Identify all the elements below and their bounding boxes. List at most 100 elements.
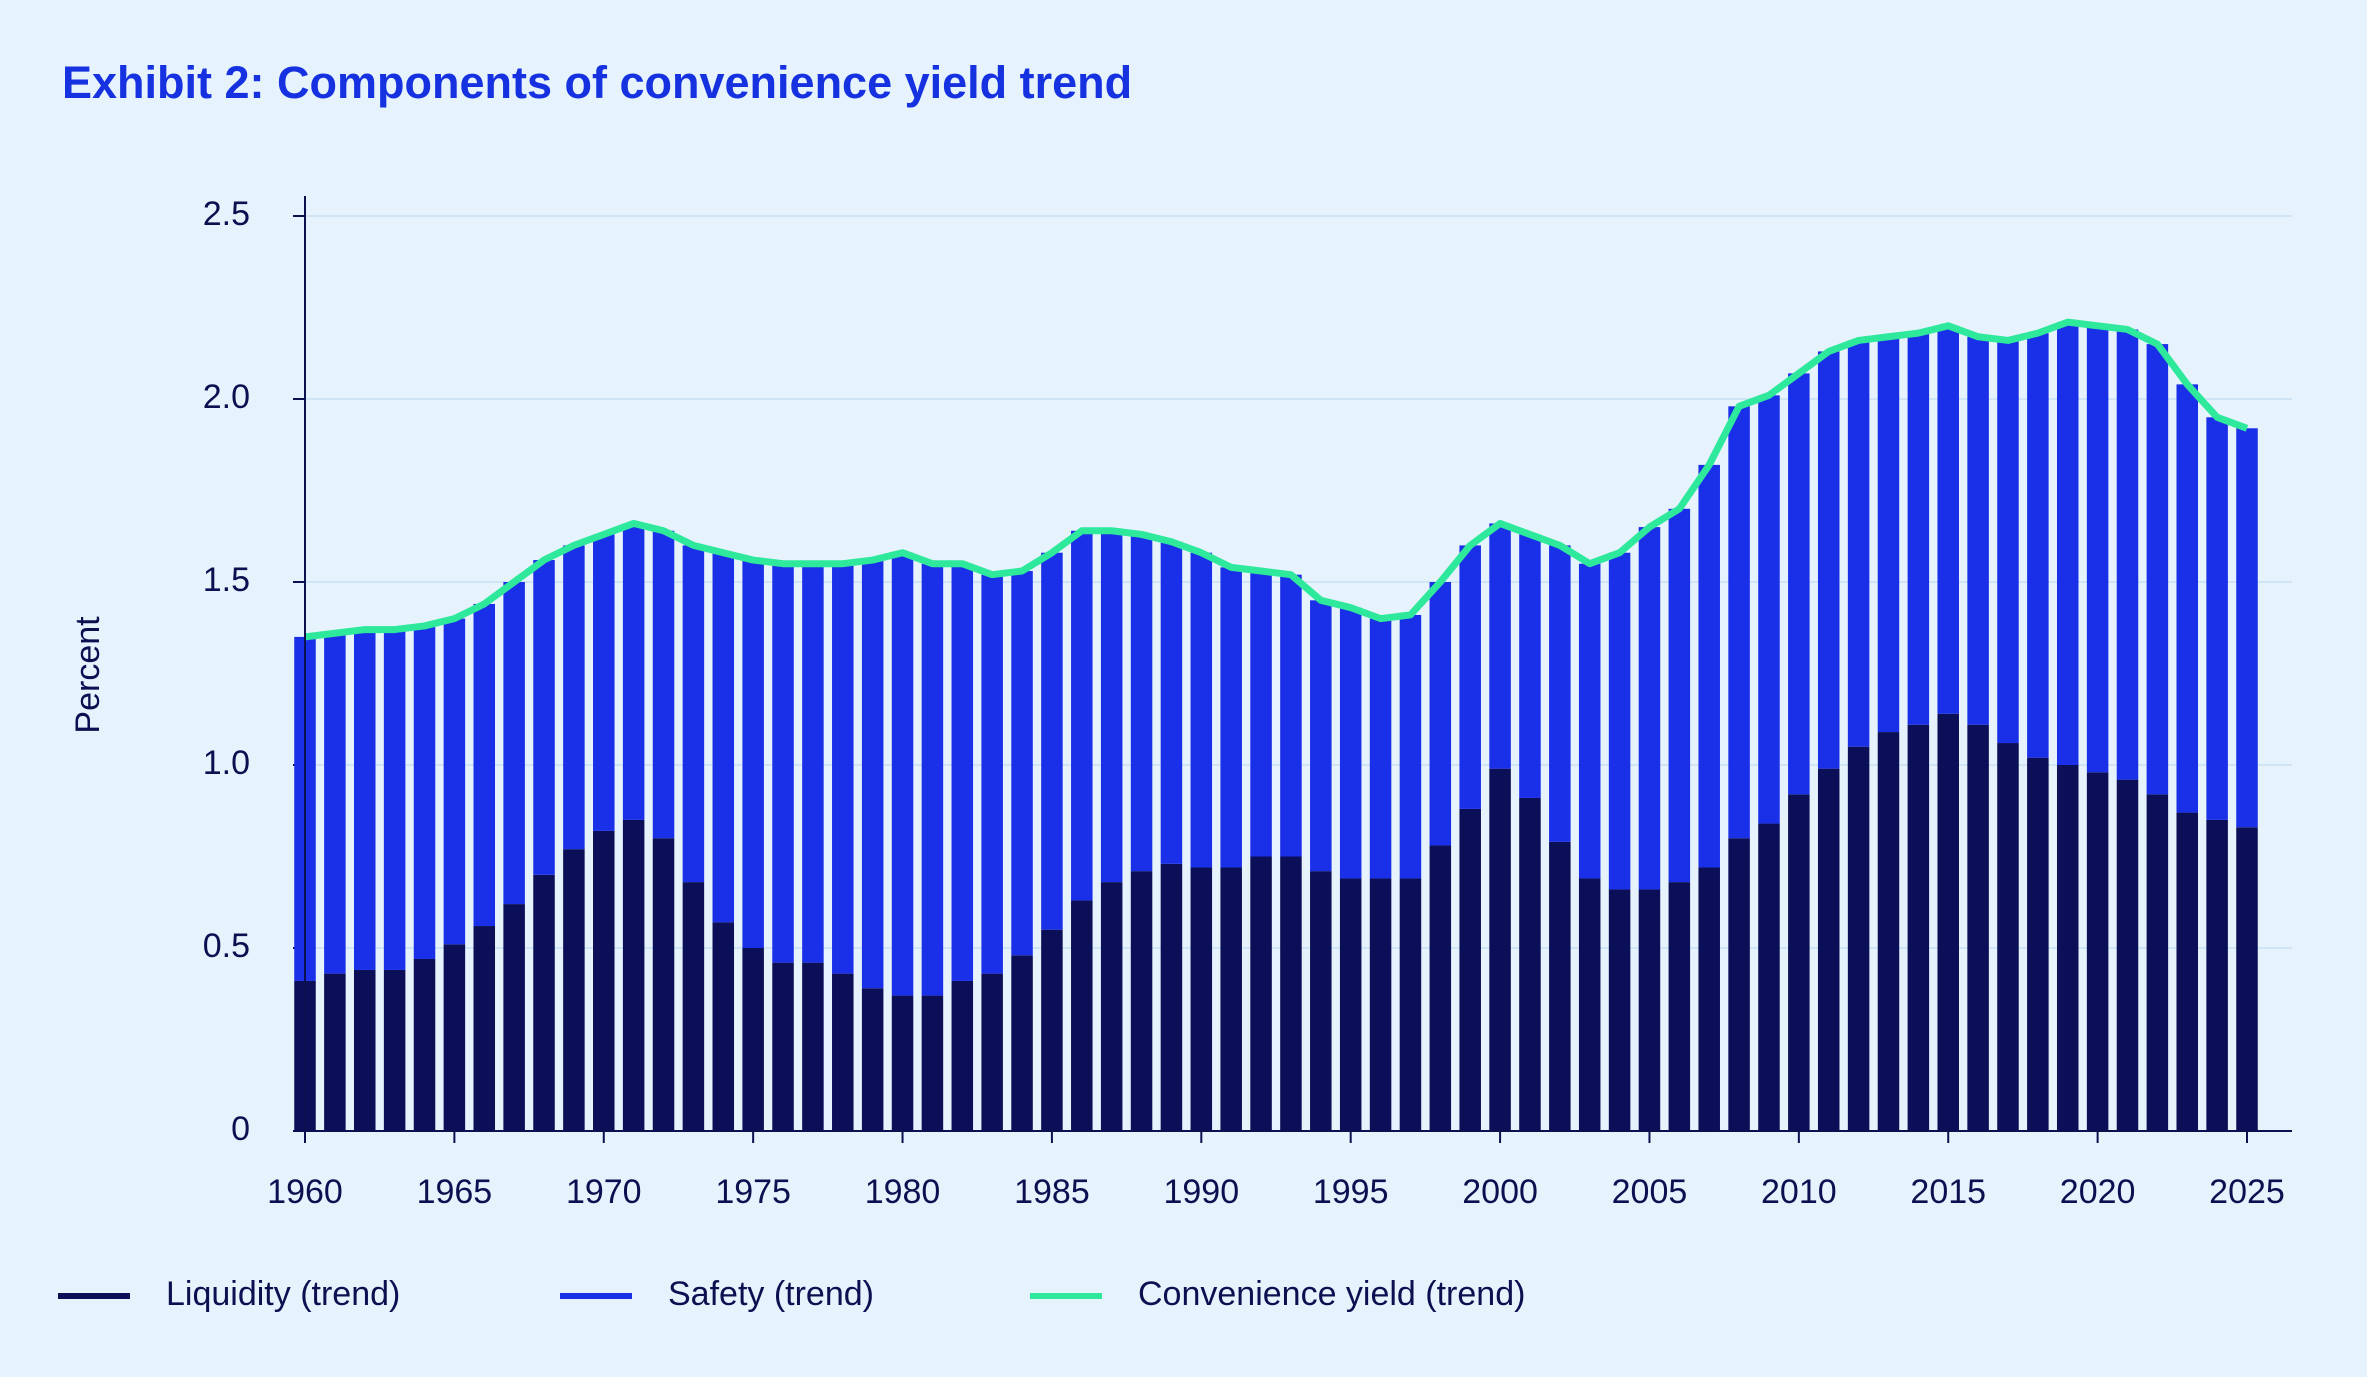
bar-segment	[413, 958, 436, 1131]
legend-label: Liquidity (trend)	[166, 1275, 400, 1313]
bar-segment	[1608, 552, 1631, 890]
x-tick-label: 1990	[1163, 1173, 1239, 1211]
bar-segment	[1011, 571, 1033, 956]
x-tick-label: 1960	[267, 1173, 343, 1211]
bar-segment	[1310, 871, 1332, 1131]
bar-segment	[682, 545, 705, 883]
bar-segment	[1220, 867, 1242, 1131]
y-tick-label: 2.5	[203, 195, 250, 233]
bar-segment	[473, 603, 496, 927]
x-tick-label: 2010	[1761, 1173, 1837, 1211]
x-tick-label: 2020	[2060, 1173, 2136, 1211]
bar-segment	[861, 988, 884, 1131]
bar-segment	[1578, 878, 1601, 1131]
bar-segment	[2027, 757, 2049, 1131]
x-tick-label: 2005	[1612, 1173, 1688, 1211]
bar-segment	[1399, 614, 1422, 879]
bar-segment	[1549, 545, 1571, 842]
bar-segment	[802, 563, 824, 963]
bar-segment	[2116, 329, 2139, 780]
bar-segment	[921, 995, 944, 1131]
x-tick-label: 1980	[865, 1173, 941, 1211]
bar-segment	[1519, 534, 1541, 798]
bar-segment	[2056, 765, 2079, 1131]
bar-segment	[1519, 797, 1541, 1131]
bar-segment	[353, 969, 376, 1131]
bar-segment	[1847, 340, 1870, 747]
y-tick-label: 1.5	[203, 561, 250, 599]
bar-segment	[1788, 373, 1810, 795]
bar-segment	[682, 882, 705, 1131]
bar-segment	[2176, 812, 2199, 1131]
bar-segment	[593, 534, 615, 831]
bar-segment	[1997, 743, 2019, 1131]
bar-segment	[383, 629, 406, 970]
bar-segment	[2146, 344, 2169, 795]
bar-segment	[2176, 384, 2199, 813]
bar-segment	[1967, 336, 1989, 725]
bar-segment	[353, 629, 376, 970]
bar-segment	[1280, 574, 1302, 857]
bar-segment	[832, 563, 854, 974]
bar-segment	[712, 552, 735, 923]
bar-segment	[742, 948, 764, 1131]
bar-segment	[622, 819, 645, 1131]
bar-segment	[1071, 900, 1093, 1131]
bar-segment	[1788, 794, 1810, 1131]
bar-segment	[1907, 333, 1930, 725]
bar-segment	[1668, 882, 1691, 1131]
bar-segment	[2116, 779, 2139, 1131]
bar-segment	[1997, 340, 2019, 744]
bar-segment	[593, 830, 615, 1131]
bar-segment	[622, 523, 645, 820]
x-tick-label: 1970	[566, 1173, 642, 1211]
bar-segment	[861, 560, 884, 989]
x-tick-label: 2015	[1910, 1173, 1986, 1211]
x-tick-label: 2025	[2209, 1173, 2285, 1211]
bar-segment	[1310, 600, 1332, 872]
bar-segment	[1041, 552, 1063, 930]
bar-segment	[1220, 567, 1242, 868]
bar-segment	[1907, 724, 1930, 1131]
bar-segment	[324, 633, 346, 974]
bar-segment	[1698, 867, 1720, 1131]
bar-segment	[891, 995, 914, 1131]
bar-segment	[1190, 867, 1213, 1131]
legend-label: Convenience yield (trend)	[1138, 1275, 1525, 1313]
bar-segment	[533, 560, 555, 875]
bar-segment	[563, 545, 585, 850]
bar-segment	[1130, 534, 1153, 872]
bar-segment	[1160, 863, 1183, 1131]
y-tick-label: 0	[231, 1110, 250, 1148]
bar-segment	[1190, 552, 1213, 868]
bar-segment	[1817, 768, 1840, 1131]
bar-segment	[1728, 406, 1750, 839]
bar-segment	[921, 563, 944, 996]
line	[304, 318, 2249, 641]
bar-segment	[652, 838, 675, 1131]
x-tick-label: 1995	[1313, 1173, 1389, 1211]
bar-segment	[1250, 856, 1272, 1131]
bar-segment	[1489, 768, 1511, 1131]
bar-segment	[1937, 713, 1959, 1131]
bar-segment	[981, 973, 1003, 1131]
bar-segment	[802, 962, 824, 1131]
bar-segment	[1369, 618, 1392, 879]
bar-segment	[1638, 527, 1661, 890]
bar-segment	[652, 530, 675, 839]
bar-segment	[533, 874, 555, 1131]
bar-segment	[1100, 882, 1123, 1131]
bar-segment	[473, 926, 496, 1131]
x-tick-label: 1975	[715, 1173, 791, 1211]
y-tick-label: 0.5	[203, 927, 250, 965]
legend-label: Safety (trend)	[668, 1275, 874, 1313]
bar-segment	[832, 973, 854, 1131]
bar-segment	[1280, 856, 1302, 1131]
bar-segment	[1041, 929, 1063, 1131]
bar-segment	[503, 904, 525, 1131]
bar-segment	[2206, 417, 2228, 820]
bar-segment	[1877, 732, 1900, 1131]
y-axis-label: Percent	[69, 616, 107, 734]
bar-segment	[1369, 878, 1392, 1131]
chart-title: Exhibit 2: Components of convenience yie…	[62, 57, 1132, 108]
